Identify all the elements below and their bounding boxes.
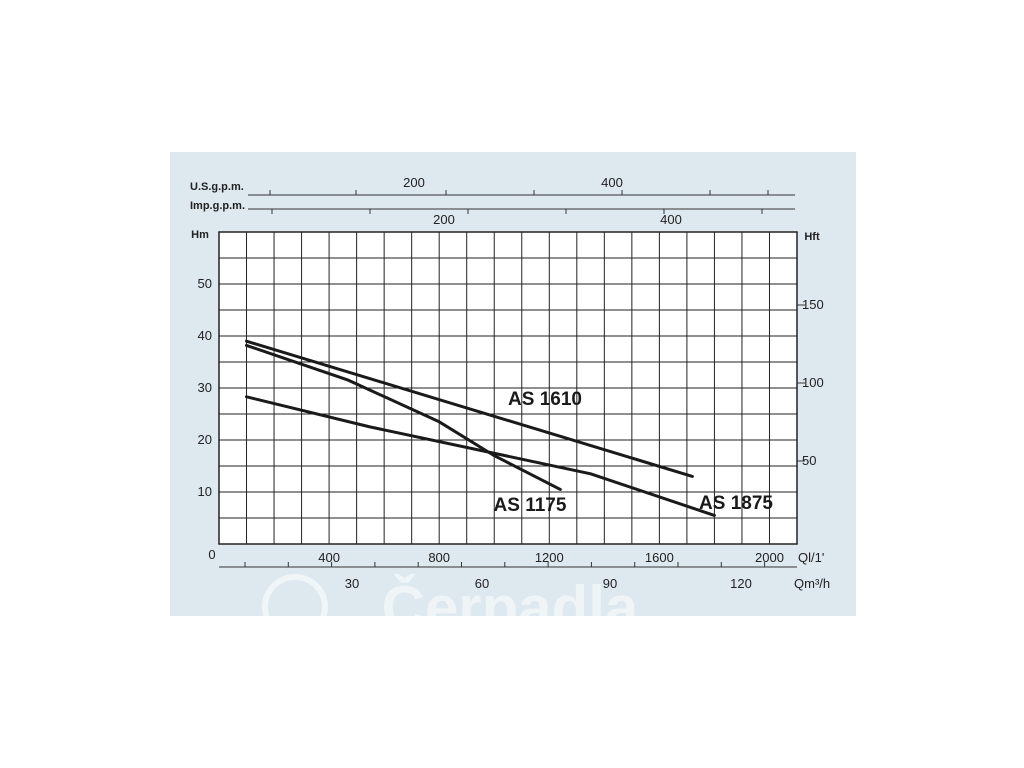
- x-secondary-tick-label: 120: [730, 576, 752, 591]
- y-right-tick-label: 150: [802, 297, 824, 312]
- series-line-as-1175: [245, 343, 562, 491]
- us-gpm-tick-label: 200: [403, 175, 425, 190]
- watermark-logo-icon: [262, 574, 328, 616]
- y-left-label: Hm: [191, 229, 209, 241]
- series-line-as-1875: [245, 395, 716, 517]
- axes: [219, 190, 805, 568]
- series-label: AS 1875: [699, 493, 773, 514]
- pump-performance-chart: U.S.g.p.m. Imp.g.p.m. 200 400 200 400 Hm 0 10 20 3…: [190, 175, 830, 616]
- imp-gpm-tick-label: 200: [433, 212, 455, 227]
- y-right-label: Hft: [804, 231, 820, 243]
- x-secondary-tick-label: 60: [475, 576, 489, 591]
- grid: [218, 231, 798, 545]
- chart-panel: U.S.g.p.m. Imp.g.p.m. 200 400 200 400 Hm 0 10 20 3…: [170, 152, 856, 616]
- y-left-tick-label: 50: [198, 276, 212, 291]
- x-primary-tick-label: 800: [428, 550, 450, 565]
- series-line-as-1610: [245, 339, 694, 478]
- y-left-tick-label: 10: [198, 484, 212, 499]
- series-label: AS 1610: [508, 389, 582, 410]
- series-label: AS 1175: [494, 495, 567, 516]
- y-left-tick-label: 40: [198, 328, 212, 343]
- x-secondary-label: Qm³/h: [794, 576, 830, 591]
- imp-gpm-tick-label: 400: [660, 212, 682, 227]
- series-lines: [245, 339, 716, 517]
- y-right-tick-label: 100: [802, 375, 824, 390]
- x-primary-tick-label: 2000: [755, 550, 784, 565]
- x-primary-tick-label: 1200: [535, 550, 564, 565]
- y-right-tick-label: 50: [802, 453, 816, 468]
- y-left-tick-label: 30: [198, 380, 212, 395]
- x-primary-label: Ql/1': [798, 550, 824, 565]
- x-primary-tick-label: 1600: [645, 550, 674, 565]
- x-secondary-tick-label: 90: [603, 576, 617, 591]
- y-left-tick-label: 20: [198, 432, 212, 447]
- labels: U.S.g.p.m. Imp.g.p.m. 200 400 200 400 Hm 0 10 20 3…: [190, 175, 830, 616]
- us-gpm-label: U.S.g.p.m.: [190, 181, 244, 193]
- imp-gpm-label: Imp.g.p.m.: [190, 200, 245, 212]
- watermark-text: Čerpadla: [382, 574, 639, 616]
- x-secondary-tick-label: 30: [345, 576, 359, 591]
- y-left-tick-label: 0: [208, 547, 215, 562]
- x-primary-tick-label: 400: [318, 550, 340, 565]
- us-gpm-tick-label: 400: [601, 175, 623, 190]
